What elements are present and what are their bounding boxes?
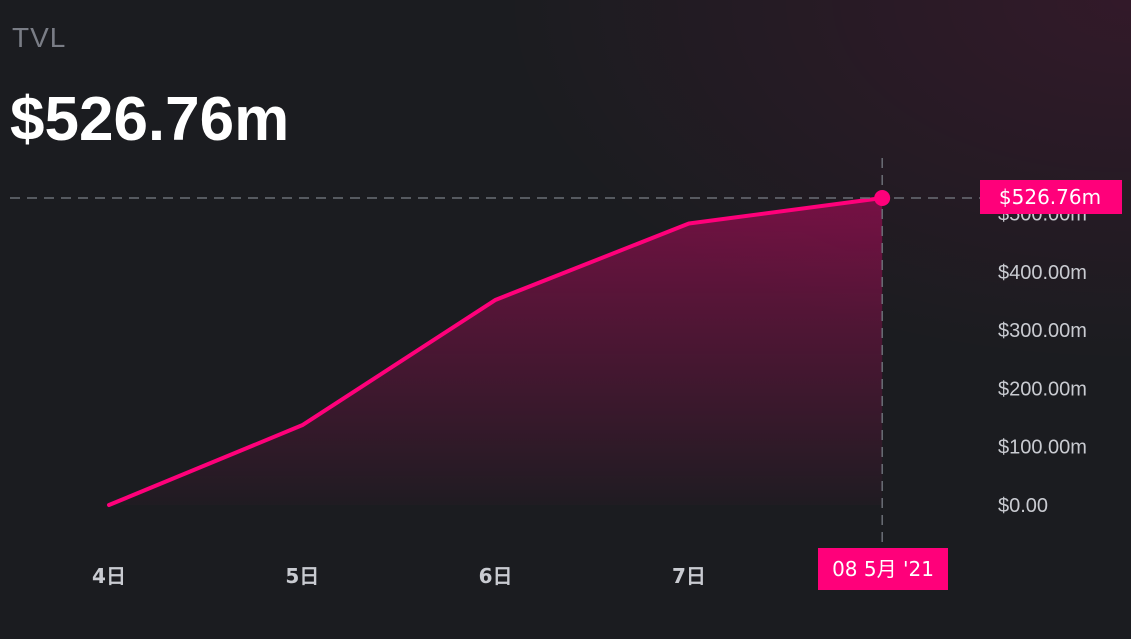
crosshair-x-label: 08 5月 '21 xyxy=(818,548,948,590)
y-tick-label: $200.00m xyxy=(998,378,1087,400)
crosshair-y-label-text: $526.76m xyxy=(999,185,1101,209)
x-axis-ticks: 4日 5日 6日 7日 xyxy=(92,564,706,588)
y-tick-label: $400.00m xyxy=(998,262,1087,284)
y-tick-label: $100.00m xyxy=(998,437,1087,459)
x-tick-label: 5日 xyxy=(285,564,319,588)
crosshair-y-label: $526.76m xyxy=(980,180,1122,214)
y-tick-label: $300.00m xyxy=(998,320,1087,342)
y-axis-ticks: $0.00$100.00m$200.00m$300.00m$400.00m$50… xyxy=(998,204,1087,517)
series-line xyxy=(107,196,885,507)
tvl-value: $526.76m xyxy=(10,85,290,154)
crosshair-x-label-box xyxy=(818,548,948,590)
y-tick-label: $0.00 xyxy=(998,495,1048,517)
crosshair-y-label-box xyxy=(980,180,1122,214)
x-tick-label: 6日 xyxy=(479,564,513,588)
chart-title: TVL xyxy=(12,22,67,53)
x-tick-label: 7日 xyxy=(672,564,706,588)
data-points xyxy=(874,190,891,206)
area-fill xyxy=(109,198,883,505)
crosshair-point xyxy=(874,190,891,206)
crosshair-x-label-text: 08 5月 '21 xyxy=(832,557,934,581)
x-tick-label: 4日 xyxy=(92,564,126,588)
